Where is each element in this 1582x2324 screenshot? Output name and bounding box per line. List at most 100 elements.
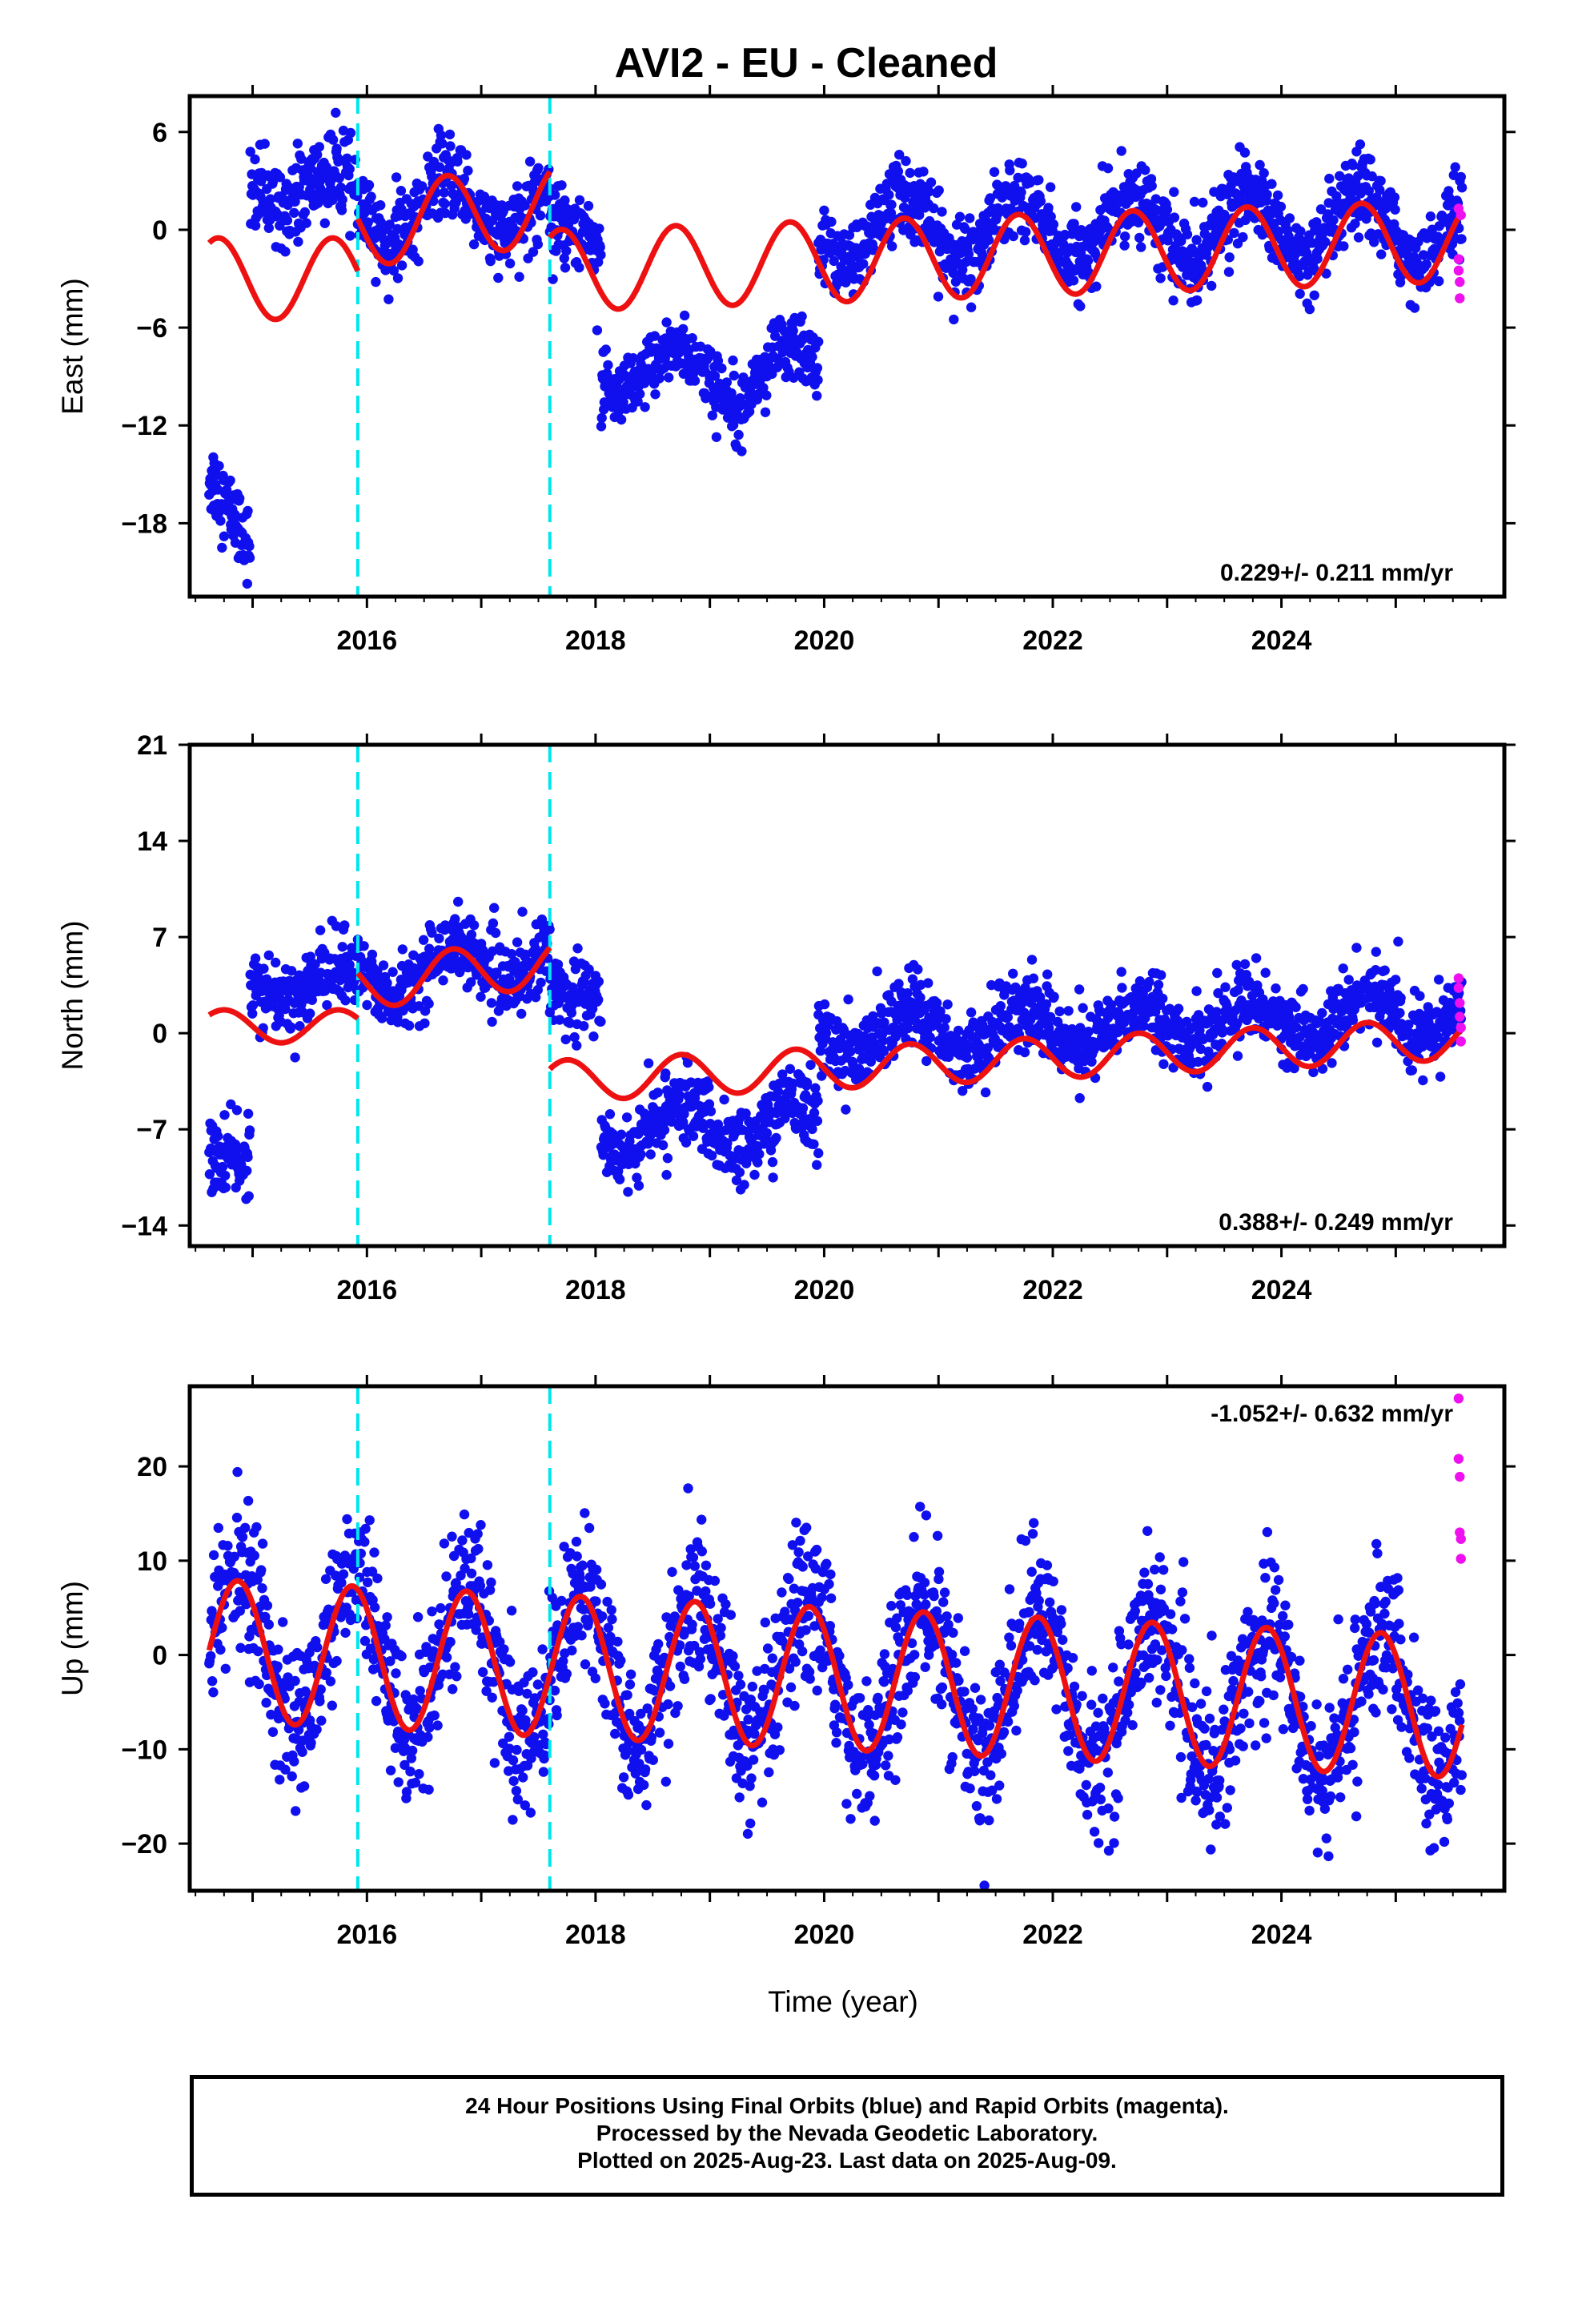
up-plot-area <box>204 1386 1468 1891</box>
east-point <box>628 353 639 364</box>
east-point <box>933 292 944 302</box>
north-point <box>704 1082 714 1092</box>
east-point <box>396 260 408 271</box>
east-point <box>1456 234 1467 244</box>
up-point <box>243 1495 254 1506</box>
up-point <box>280 1764 291 1775</box>
east-point <box>960 223 970 234</box>
up-point <box>412 1703 423 1714</box>
north-point <box>879 1017 889 1027</box>
east-point <box>679 310 690 321</box>
north-point <box>488 946 498 957</box>
east-point <box>1136 242 1146 252</box>
north-point <box>472 970 482 980</box>
east-point <box>596 412 607 424</box>
east-point <box>485 255 496 267</box>
up-point <box>213 1522 223 1534</box>
north-point <box>1351 943 1362 953</box>
north-point <box>785 1063 795 1075</box>
up-point <box>400 1759 410 1771</box>
north-point <box>424 999 434 1009</box>
north-point <box>593 976 604 987</box>
east-point <box>319 218 330 228</box>
east-point <box>594 223 604 234</box>
east-point <box>1082 255 1094 266</box>
north-point <box>378 960 389 971</box>
east-ytick-label: −12 <box>121 411 167 441</box>
north-point <box>754 1148 765 1160</box>
north-point <box>633 1180 644 1191</box>
east-point <box>1239 147 1251 158</box>
north-point <box>1407 1065 1418 1076</box>
east-point <box>929 203 939 214</box>
up-point <box>257 1538 268 1549</box>
east-point <box>958 264 968 275</box>
north-point <box>809 1139 819 1150</box>
east-point <box>1262 189 1272 200</box>
east-point <box>437 139 448 149</box>
east-point <box>934 185 944 195</box>
up-point <box>339 1550 351 1561</box>
east-point <box>568 214 580 225</box>
north-point <box>719 1094 729 1105</box>
east-point <box>709 371 721 381</box>
north-point <box>698 1123 709 1133</box>
up-point <box>325 1676 336 1687</box>
up-point <box>315 1696 325 1707</box>
east-point <box>1295 288 1305 300</box>
north-point <box>1002 1012 1014 1023</box>
up-point <box>338 1569 349 1579</box>
east-point <box>926 177 937 187</box>
north-rapid-point <box>1456 1036 1466 1047</box>
up-point <box>452 1671 462 1682</box>
east-point <box>1140 165 1150 175</box>
north-model-segment <box>548 1019 1464 1102</box>
east-point <box>561 246 572 256</box>
up-point <box>450 1662 460 1672</box>
east-point <box>331 107 341 118</box>
east-point <box>217 542 227 553</box>
up-point <box>441 1571 452 1582</box>
east-point <box>983 235 994 245</box>
east-point <box>1068 275 1079 286</box>
east-xtick-label: 2024 <box>1251 625 1312 656</box>
up-point <box>300 1686 311 1697</box>
east-point <box>366 191 376 202</box>
east-xtick-label: 2022 <box>1022 625 1083 656</box>
east-point <box>296 154 307 164</box>
north-point <box>217 1161 228 1172</box>
north-point <box>661 1068 671 1079</box>
north-point <box>621 1112 632 1123</box>
up-point <box>405 1766 416 1777</box>
east-point <box>760 407 771 417</box>
north-rapid-point <box>1455 1011 1465 1022</box>
north-model-curve <box>207 945 1464 1102</box>
east-point <box>1259 168 1269 179</box>
east-point <box>446 180 456 191</box>
east-point <box>440 199 450 209</box>
north-point <box>263 950 274 961</box>
north-point <box>878 1046 889 1056</box>
north-point <box>604 1109 616 1120</box>
east-point <box>219 531 230 541</box>
north-point <box>816 1071 827 1081</box>
east-point <box>388 265 400 276</box>
north-point <box>974 1057 985 1068</box>
up-point <box>391 1668 401 1679</box>
north-point <box>1153 979 1164 991</box>
north-point <box>226 1099 236 1110</box>
east-point <box>245 147 255 157</box>
east-point <box>1223 267 1235 277</box>
east-point <box>1146 180 1157 191</box>
north-rapid-orbit-points <box>1453 973 1466 1047</box>
north-point <box>1315 1016 1326 1027</box>
east-point <box>280 247 291 257</box>
chart-title: AVI2 - EU - Cleaned <box>615 40 998 86</box>
up-point <box>215 1644 226 1655</box>
east-point <box>375 200 386 211</box>
north-point <box>761 1128 773 1139</box>
east-point <box>1350 219 1360 229</box>
up-point <box>311 1724 322 1735</box>
up-point <box>229 1551 239 1562</box>
